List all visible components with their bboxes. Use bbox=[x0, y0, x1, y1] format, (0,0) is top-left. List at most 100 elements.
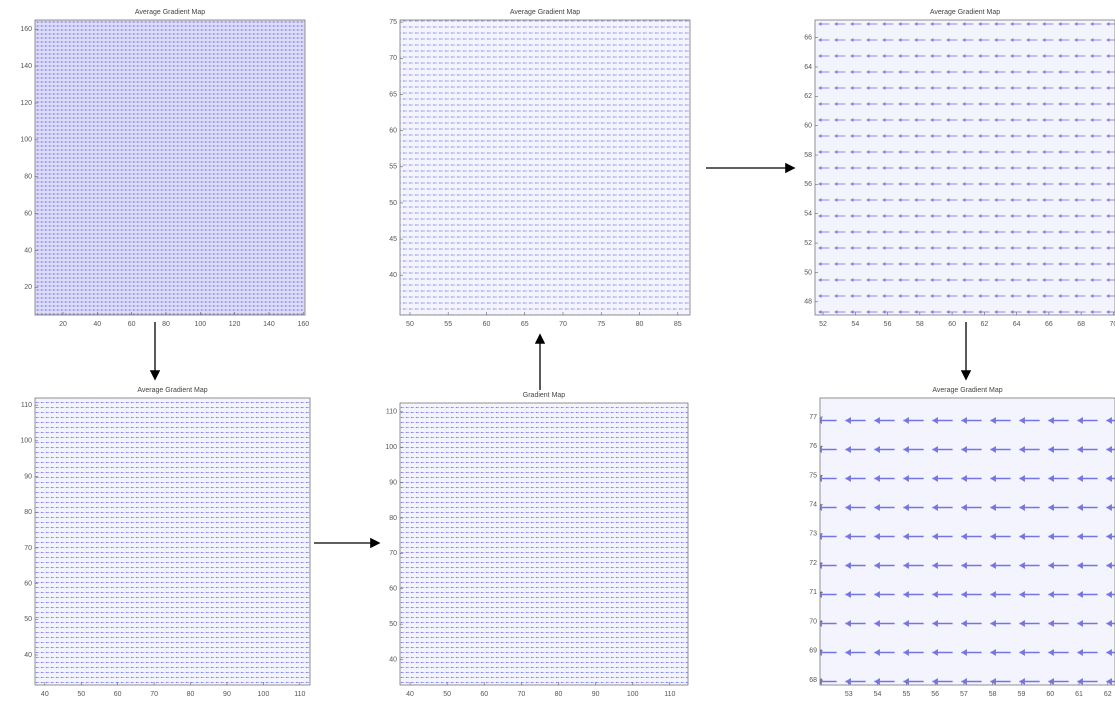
plot-frame bbox=[34, 397, 311, 686]
y-tick-label: 73 bbox=[809, 531, 817, 538]
y-tick-label: 65 bbox=[389, 91, 397, 98]
y-tick-label: 80 bbox=[389, 515, 397, 522]
x-tick-label: 68 bbox=[1077, 321, 1085, 328]
x-tick-label: 70 bbox=[559, 321, 567, 328]
x-tick-label: 54 bbox=[874, 691, 882, 698]
y-tick-label: 75 bbox=[389, 19, 397, 26]
y-tick-label: 40 bbox=[24, 247, 32, 254]
y-tick-label: 100 bbox=[20, 438, 32, 445]
x-tick-label: 90 bbox=[592, 691, 600, 698]
x-tick-label: 60 bbox=[128, 321, 136, 328]
x-tick-label: 90 bbox=[223, 691, 231, 698]
x-tick-label: 60 bbox=[480, 691, 488, 698]
y-tick-label: 70 bbox=[389, 550, 397, 557]
y-tick-label: 76 bbox=[809, 443, 817, 450]
x-tick-label: 50 bbox=[77, 691, 85, 698]
x-tick-label: 65 bbox=[521, 321, 529, 328]
y-tick-label: 50 bbox=[389, 621, 397, 628]
y-tick-label: 60 bbox=[389, 586, 397, 593]
y-tick-label: 40 bbox=[24, 652, 32, 659]
y-tick-label: 64 bbox=[804, 64, 812, 71]
x-tick-label: 70 bbox=[1109, 321, 1115, 328]
y-tick-label: 68 bbox=[809, 677, 817, 684]
x-tick-label: 59 bbox=[1018, 691, 1026, 698]
y-tick-label: 20 bbox=[24, 284, 32, 291]
y-tick-label: 90 bbox=[24, 473, 32, 480]
y-tick-label: 80 bbox=[24, 174, 32, 181]
panel-title: Average Gradient Map bbox=[135, 9, 205, 16]
x-tick-label: 50 bbox=[443, 691, 451, 698]
y-tick-label: 48 bbox=[804, 299, 812, 306]
x-tick-label: 120 bbox=[229, 321, 241, 328]
x-tick-label: 60 bbox=[948, 321, 956, 328]
y-tick-label: 56 bbox=[804, 181, 812, 188]
y-tick-label: 72 bbox=[809, 560, 817, 567]
y-tick-label: 60 bbox=[24, 580, 32, 587]
x-tick-label: 60 bbox=[483, 321, 491, 328]
y-tick-label: 70 bbox=[24, 545, 32, 552]
x-tick-label: 85 bbox=[674, 321, 682, 328]
x-tick-label: 100 bbox=[258, 691, 270, 698]
panel-title: Average Gradient Map bbox=[932, 387, 1002, 394]
x-tick-label: 61 bbox=[1075, 691, 1083, 698]
y-tick-label: 50 bbox=[389, 200, 397, 207]
arrow-field bbox=[820, 398, 1115, 685]
y-tick-label: 75 bbox=[809, 472, 817, 479]
y-tick-label: 58 bbox=[804, 152, 812, 159]
y-tick-label: 40 bbox=[389, 656, 397, 663]
y-tick-label: 100 bbox=[385, 444, 397, 451]
y-tick-label: 69 bbox=[809, 648, 817, 655]
y-tick-label: 100 bbox=[20, 137, 32, 144]
x-tick-label: 66 bbox=[1045, 321, 1053, 328]
arrow-field bbox=[35, 20, 305, 315]
plot-frame bbox=[399, 402, 689, 686]
x-tick-label: 40 bbox=[93, 321, 101, 328]
x-tick-label: 20 bbox=[59, 321, 67, 328]
x-tick-label: 160 bbox=[297, 321, 309, 328]
y-tick-label: 140 bbox=[20, 63, 32, 70]
x-tick-label: 54 bbox=[851, 321, 859, 328]
y-tick-label: 74 bbox=[809, 502, 817, 509]
y-tick-label: 60 bbox=[389, 127, 397, 134]
x-tick-label: 100 bbox=[627, 691, 639, 698]
x-tick-label: 64 bbox=[1013, 321, 1021, 328]
x-tick-label: 60 bbox=[1046, 691, 1054, 698]
y-tick-label: 60 bbox=[24, 210, 32, 217]
x-tick-label: 140 bbox=[263, 321, 275, 328]
y-tick-label: 110 bbox=[21, 402, 32, 409]
x-tick-label: 60 bbox=[114, 691, 122, 698]
x-tick-label: 55 bbox=[902, 691, 910, 698]
y-tick-label: 55 bbox=[389, 164, 397, 171]
x-tick-label: 52 bbox=[819, 321, 827, 328]
y-tick-label: 71 bbox=[809, 589, 817, 596]
x-tick-label: 55 bbox=[444, 321, 452, 328]
plot-frame bbox=[34, 19, 306, 316]
y-tick-label: 54 bbox=[804, 211, 812, 218]
x-tick-label: 58 bbox=[916, 321, 924, 328]
x-tick-label: 50 bbox=[406, 321, 414, 328]
y-tick-label: 50 bbox=[804, 269, 812, 276]
x-tick-label: 62 bbox=[980, 321, 988, 328]
y-tick-label: 110 bbox=[386, 409, 397, 416]
x-tick-label: 62 bbox=[1104, 691, 1112, 698]
y-tick-label: 40 bbox=[389, 272, 397, 279]
y-tick-label: 70 bbox=[809, 618, 817, 625]
plot-frame bbox=[819, 397, 1115, 686]
y-tick-label: 70 bbox=[389, 55, 397, 62]
panel-title: Gradient Map bbox=[523, 392, 566, 399]
arrow-field bbox=[400, 20, 690, 315]
x-tick-label: 40 bbox=[406, 691, 414, 698]
x-tick-label: 110 bbox=[294, 691, 305, 698]
panel-title: Average Gradient Map bbox=[510, 9, 580, 16]
x-tick-label: 57 bbox=[960, 691, 968, 698]
arrow-field bbox=[815, 20, 1115, 315]
y-tick-label: 66 bbox=[804, 34, 812, 41]
x-tick-label: 80 bbox=[555, 691, 563, 698]
y-tick-label: 77 bbox=[809, 414, 817, 421]
x-tick-label: 56 bbox=[884, 321, 892, 328]
y-tick-label: 52 bbox=[804, 240, 812, 247]
x-tick-label: 56 bbox=[931, 691, 939, 698]
panel-title: Average Gradient Map bbox=[137, 387, 207, 394]
